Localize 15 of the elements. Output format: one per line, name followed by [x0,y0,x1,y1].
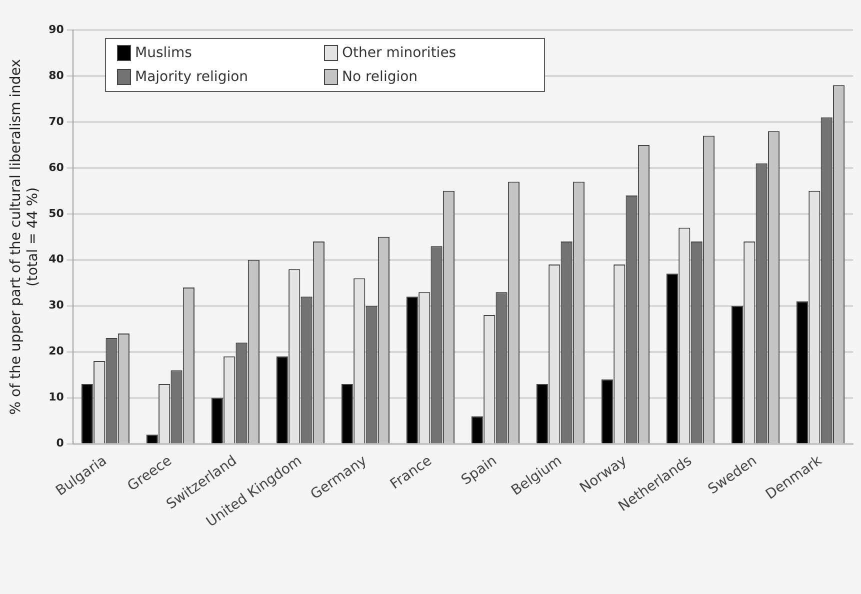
legend-label: Majority religion [135,69,248,85]
y-tick-label: 60 [48,160,64,174]
y-tick-label: 10 [48,390,64,404]
y-tick-label: 30 [48,298,64,312]
y-tick-label: 20 [48,344,64,358]
y-tick-label: 70 [48,114,64,128]
y-tick-label: 40 [48,252,64,266]
y-tick-label: 0 [56,436,64,450]
y-axis-title: % of the upper part of the cultural liberalism index (total = 44 %) [8,59,41,415]
y-tick-label: 80 [48,68,64,82]
legend-label: Other minorities [342,45,456,61]
y-tick-label: 50 [48,206,64,220]
legend-label: Muslims [135,45,192,61]
y-tick-label: 90 [48,22,64,36]
legend-label: No religion [342,69,418,85]
